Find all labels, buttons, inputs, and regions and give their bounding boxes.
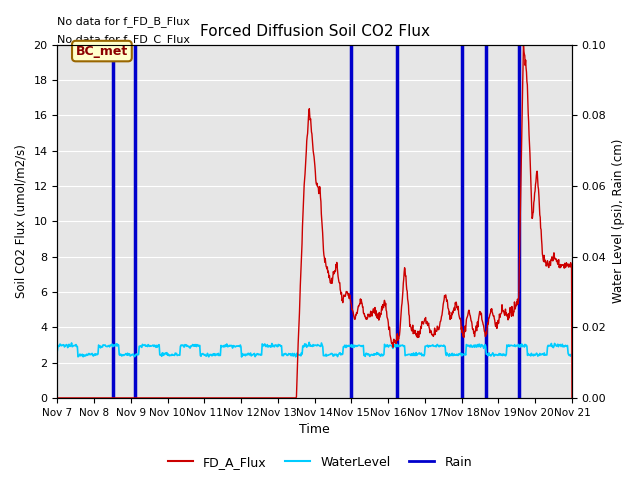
Y-axis label: Soil CO2 Flux (umol/m2/s): Soil CO2 Flux (umol/m2/s) <box>15 144 28 298</box>
Y-axis label: Water Level (psi), Rain (cm): Water Level (psi), Rain (cm) <box>612 139 625 303</box>
Legend: FD_A_Flux, WaterLevel, Rain: FD_A_Flux, WaterLevel, Rain <box>163 451 477 474</box>
Text: BC_met: BC_met <box>76 45 128 58</box>
X-axis label: Time: Time <box>300 423 330 436</box>
Text: No data for f_FD_C_Flux: No data for f_FD_C_Flux <box>58 34 191 45</box>
Title: Forced Diffusion Soil CO2 Flux: Forced Diffusion Soil CO2 Flux <box>200 24 429 39</box>
Text: No data for f_FD_B_Flux: No data for f_FD_B_Flux <box>58 16 190 27</box>
